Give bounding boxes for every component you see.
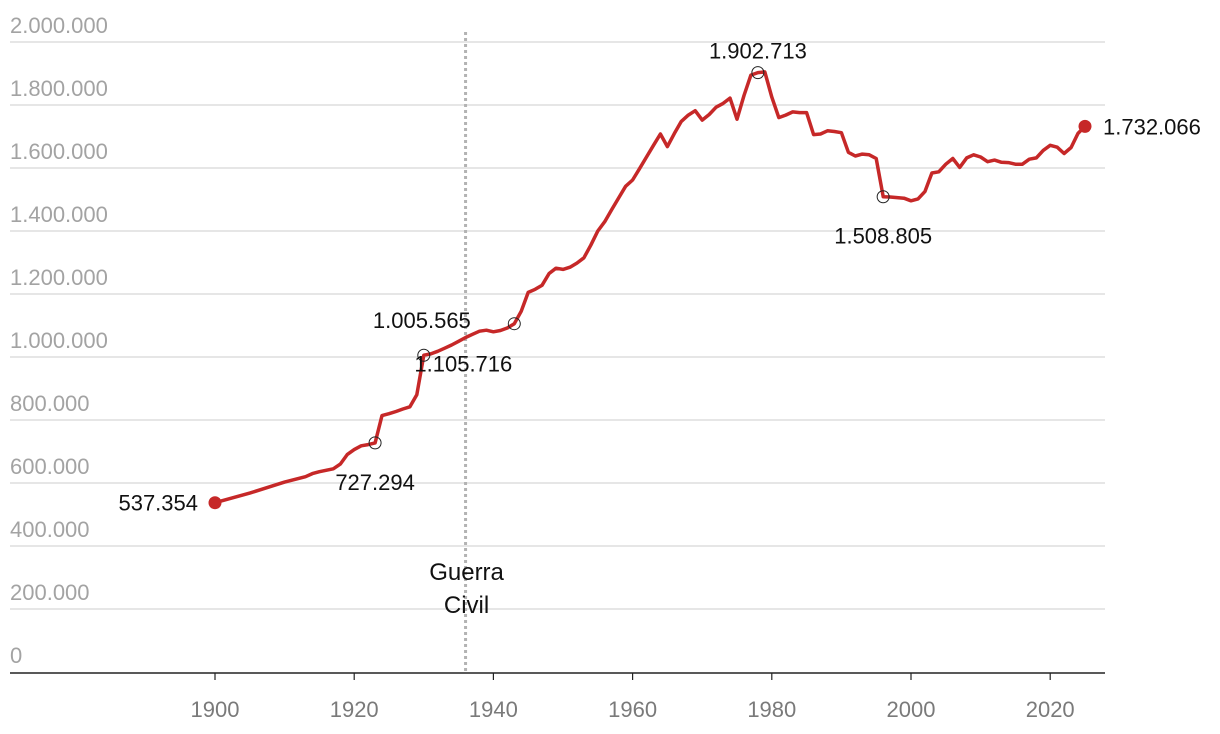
annotated-point-label: 1.508.805 [834, 224, 932, 249]
y-tick-label: 0 [10, 643, 22, 668]
annotated-point-marker [417, 348, 431, 362]
gridlines [10, 41, 1105, 610]
x-tick-label: 1960 [608, 697, 657, 722]
x-tick-label: 1980 [747, 697, 796, 722]
x-tick-label: 2000 [887, 697, 936, 722]
x-tick-label: 1920 [330, 697, 379, 722]
annotated-point-marker [368, 436, 382, 450]
x-axis: 1900 1920 1940 1960 1980 2000 2020 [10, 672, 1105, 722]
y-tick-label: 600.000 [10, 454, 90, 479]
civil-war-label: Civil [444, 592, 489, 619]
y-tick-label: 1.800.000 [10, 76, 108, 101]
annotations: 537.354 1.732.066 727.294 1.005.565 1.105.71… [118, 39, 1200, 516]
y-tick-label: 400.000 [10, 517, 90, 542]
y-tick-label: 1.000.000 [10, 328, 108, 353]
annotated-point-marker [751, 66, 765, 80]
annotated-point-marker [507, 317, 521, 331]
endpoint-dot [208, 496, 222, 510]
annotated-point-label: 1.902.713 [709, 39, 807, 64]
civil-war-label: Guerra [429, 559, 504, 586]
series-layer [213, 70, 1087, 505]
population-series-line [213, 70, 1087, 505]
endpoint-label: 537.354 [118, 491, 198, 516]
x-tick-label: 1940 [469, 697, 518, 722]
y-axis: 0 200.000 400.000 600.000 800.000 1.000.000 1.… [10, 13, 108, 668]
y-tick-label: 800.000 [10, 391, 90, 416]
y-tick-label: 1.200.000 [10, 265, 108, 290]
y-tick-label: 1.600.000 [10, 139, 108, 164]
endpoint-dot [1078, 119, 1092, 133]
civil-war-marker: Guerra Civil [429, 32, 505, 672]
annotated-point-label: 1.105.716 [414, 352, 512, 377]
x-tick-label: 1900 [191, 697, 240, 722]
y-tick-label: 2.000.000 [10, 13, 108, 38]
endpoint-label: 1.732.066 [1103, 114, 1201, 139]
y-tick-label: 1.400.000 [10, 202, 108, 227]
annotated-point-label: 1.005.565 [373, 308, 471, 333]
annotated-point-label: 727.294 [335, 470, 415, 495]
x-tick-label: 2020 [1026, 697, 1075, 722]
y-tick-label: 200.000 [10, 580, 90, 605]
annotated-point-marker [876, 190, 890, 204]
